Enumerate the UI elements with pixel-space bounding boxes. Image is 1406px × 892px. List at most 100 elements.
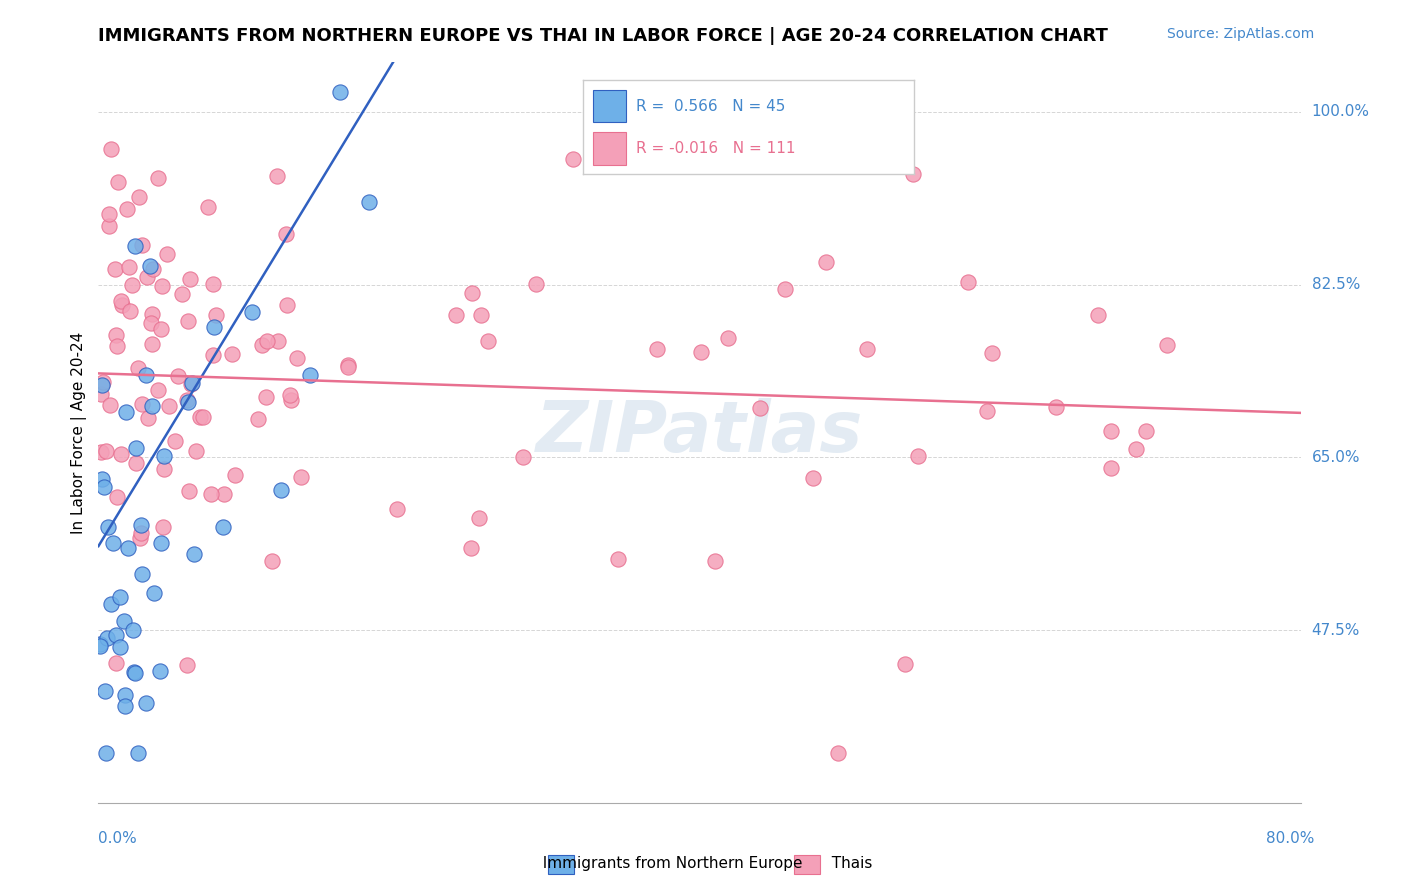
Point <box>146 170 169 185</box>
Point <box>856 342 879 356</box>
Point <box>267 334 290 348</box>
Point <box>94 443 117 458</box>
Point <box>204 308 226 322</box>
Point <box>276 298 298 312</box>
Point <box>90 444 112 458</box>
Point <box>115 404 138 418</box>
Point <box>131 397 153 411</box>
Point <box>645 343 668 357</box>
Point <box>211 519 233 533</box>
Y-axis label: In Labor Force | Age 20-24: In Labor Force | Age 20-24 <box>72 332 87 533</box>
Point <box>266 169 288 183</box>
Point <box>748 401 770 416</box>
Point <box>200 487 222 501</box>
Point <box>148 383 170 397</box>
Point <box>122 665 145 679</box>
Point <box>98 219 121 234</box>
Point <box>274 227 297 241</box>
Point <box>150 279 173 293</box>
Point <box>131 525 153 540</box>
Point <box>105 490 128 504</box>
Point <box>104 261 127 276</box>
Point <box>93 480 115 494</box>
Text: 47.5%: 47.5% <box>1312 623 1360 638</box>
Point <box>285 351 308 365</box>
Point <box>221 346 243 360</box>
Point <box>128 190 150 204</box>
Point <box>142 261 165 276</box>
Point <box>188 409 211 424</box>
Point <box>1087 308 1109 322</box>
Point <box>957 275 980 289</box>
Point <box>110 640 132 654</box>
Point <box>156 247 179 261</box>
Point <box>124 665 146 680</box>
Point <box>96 631 118 645</box>
Point <box>98 398 121 412</box>
Point <box>105 656 128 670</box>
Point <box>170 286 193 301</box>
Point <box>201 277 224 291</box>
Point <box>124 456 146 470</box>
Point <box>101 536 124 550</box>
Point <box>247 411 270 425</box>
Point <box>100 598 122 612</box>
Point <box>512 450 534 464</box>
Point <box>97 520 120 534</box>
Point <box>461 285 484 300</box>
Point <box>183 547 205 561</box>
Text: R = -0.016   N = 111: R = -0.016 N = 111 <box>637 141 796 156</box>
Point <box>105 328 128 343</box>
Point <box>980 346 1002 360</box>
Point <box>262 554 284 568</box>
Point <box>117 260 139 275</box>
Point <box>153 449 176 463</box>
Point <box>142 586 165 600</box>
Point <box>477 334 499 348</box>
Point <box>114 699 136 714</box>
Point <box>153 461 176 475</box>
Point <box>108 590 131 604</box>
Bar <box>593 89 627 122</box>
Point <box>290 470 312 484</box>
Point <box>201 348 224 362</box>
Point <box>177 314 200 328</box>
Point <box>212 486 235 500</box>
Point <box>177 483 200 498</box>
Point <box>1045 401 1067 415</box>
Text: 82.5%: 82.5% <box>1312 277 1360 292</box>
Point <box>336 359 359 374</box>
Point <box>180 376 202 391</box>
Point <box>141 399 163 413</box>
Point <box>135 368 157 382</box>
Point <box>815 254 838 268</box>
Point <box>89 639 111 653</box>
Point <box>167 368 190 383</box>
Point <box>110 293 132 308</box>
Point <box>801 471 824 485</box>
Point <box>127 747 149 761</box>
Point <box>299 368 322 382</box>
Point <box>91 375 114 389</box>
Point <box>163 434 186 448</box>
Point <box>468 510 491 524</box>
Point <box>524 277 547 291</box>
Point <box>110 447 132 461</box>
Point <box>329 85 352 99</box>
Text: Source: ZipAtlas.com: Source: ZipAtlas.com <box>1167 27 1315 41</box>
Point <box>94 683 117 698</box>
Point <box>117 541 139 555</box>
Point <box>907 449 929 463</box>
Point <box>121 278 143 293</box>
Point <box>149 665 172 679</box>
Point <box>141 337 163 351</box>
Point <box>1135 424 1157 438</box>
Point <box>607 551 630 566</box>
Point <box>460 541 482 556</box>
Point <box>562 152 585 166</box>
Point <box>254 390 277 404</box>
Point <box>105 339 128 353</box>
Point <box>1156 338 1178 352</box>
Point <box>139 317 162 331</box>
Point <box>193 409 215 424</box>
